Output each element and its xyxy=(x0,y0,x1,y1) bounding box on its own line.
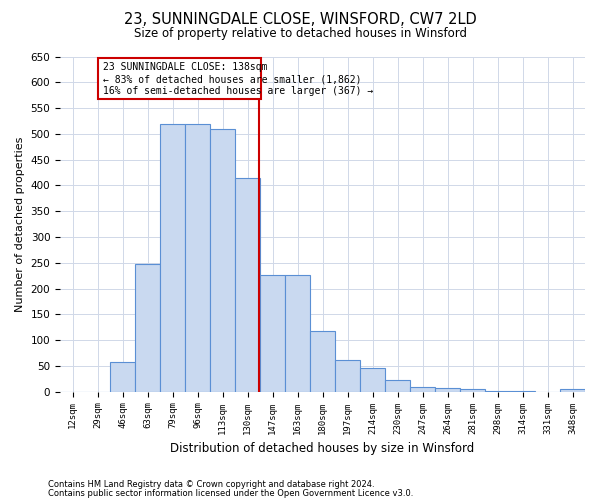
Bar xyxy=(285,275,310,392)
Bar xyxy=(235,178,260,392)
Bar xyxy=(135,264,160,392)
Bar xyxy=(335,360,360,392)
Bar xyxy=(185,124,210,392)
Text: 23, SUNNINGDALE CLOSE, WINSFORD, CW7 2LD: 23, SUNNINGDALE CLOSE, WINSFORD, CW7 2LD xyxy=(124,12,476,28)
Bar xyxy=(160,124,185,392)
Bar xyxy=(485,390,510,392)
FancyBboxPatch shape xyxy=(98,58,261,99)
Bar xyxy=(110,362,135,392)
Text: Contains HM Land Registry data © Crown copyright and database right 2024.: Contains HM Land Registry data © Crown c… xyxy=(48,480,374,489)
Text: Contains public sector information licensed under the Open Government Licence v3: Contains public sector information licen… xyxy=(48,490,413,498)
Bar xyxy=(460,389,485,392)
Text: Size of property relative to detached houses in Winsford: Size of property relative to detached ho… xyxy=(133,28,467,40)
X-axis label: Distribution of detached houses by size in Winsford: Distribution of detached houses by size … xyxy=(170,442,475,455)
Bar xyxy=(410,386,435,392)
Bar xyxy=(435,388,460,392)
Text: 23 SUNNINGDALE CLOSE: 138sqm: 23 SUNNINGDALE CLOSE: 138sqm xyxy=(103,62,267,72)
Bar xyxy=(385,380,410,392)
Bar xyxy=(360,368,385,392)
Text: 16% of semi-detached houses are larger (367) →: 16% of semi-detached houses are larger (… xyxy=(103,86,373,97)
Bar xyxy=(210,128,235,392)
Bar xyxy=(260,275,285,392)
Bar xyxy=(560,389,585,392)
Y-axis label: Number of detached properties: Number of detached properties xyxy=(15,136,25,312)
Bar xyxy=(310,331,335,392)
Text: ← 83% of detached houses are smaller (1,862): ← 83% of detached houses are smaller (1,… xyxy=(103,74,361,84)
Bar xyxy=(510,391,535,392)
